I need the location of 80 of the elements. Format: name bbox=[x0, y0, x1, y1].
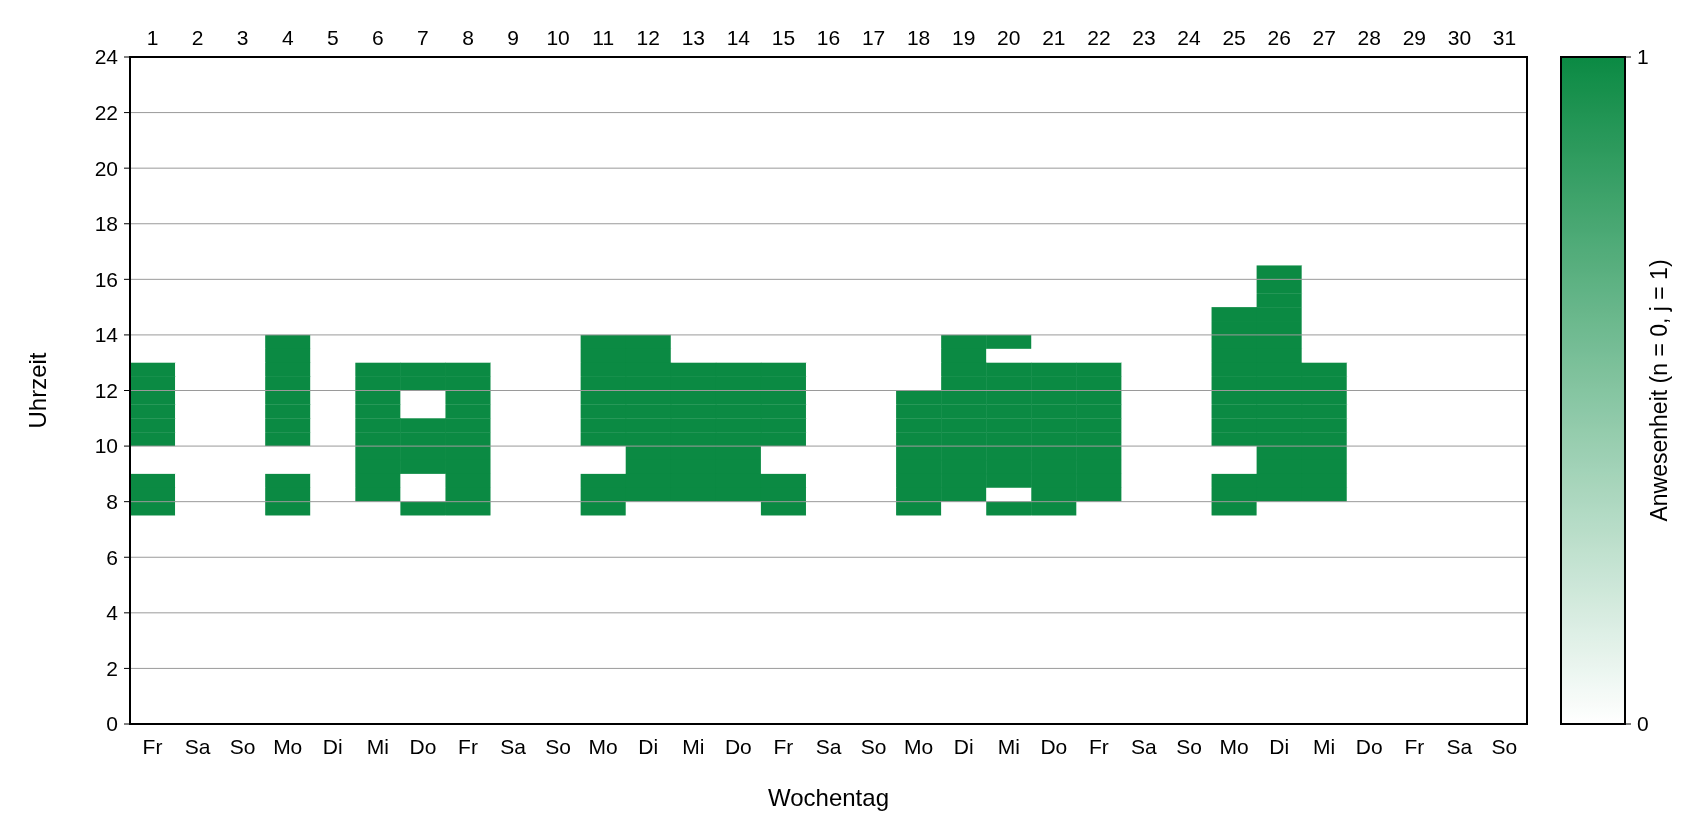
y-tick-label: 6 bbox=[106, 545, 118, 569]
x-tick-label: Fr bbox=[458, 735, 478, 758]
x2-tick-label: 20 bbox=[997, 26, 1021, 49]
x2-tick-label: 15 bbox=[771, 26, 796, 49]
x-tick-label: Mi bbox=[997, 735, 1020, 758]
x2-tick-label: 8 bbox=[462, 26, 474, 49]
x2-tick-label: 26 bbox=[1267, 26, 1291, 49]
x-tick-label: Do bbox=[724, 735, 752, 758]
x-tick-label: Do bbox=[409, 735, 437, 758]
x2-tick-label: 16 bbox=[816, 26, 841, 49]
x2-tick-label: 14 bbox=[726, 26, 751, 49]
color-bar-label: 0 bbox=[1637, 712, 1649, 736]
x-tick-label: Mo bbox=[273, 735, 303, 758]
x2-tick-label: 22 bbox=[1087, 26, 1111, 49]
y-tick-label: 4 bbox=[106, 601, 119, 625]
x-tick-label: Mi bbox=[1313, 735, 1336, 758]
x-tick-label: So bbox=[1491, 735, 1518, 758]
x-tick-label: So bbox=[860, 735, 887, 758]
y-tick-label: 14 bbox=[94, 323, 119, 347]
y-tick-label: 20 bbox=[94, 156, 118, 180]
x-tick-label: Mi bbox=[366, 735, 389, 758]
x2-tick-label: 10 bbox=[546, 26, 570, 49]
x-tick-label: Di bbox=[322, 735, 343, 758]
x-tick-label: Do bbox=[1355, 735, 1383, 758]
x2-tick-label: 23 bbox=[1132, 26, 1156, 49]
x-axis-title: Wochentag bbox=[768, 784, 889, 811]
x-tick-label: Fr bbox=[1088, 735, 1109, 758]
x2-tick-label: 31 bbox=[1492, 26, 1517, 49]
x2-tick-label: 19 bbox=[952, 26, 976, 49]
x-tick-label: Mi bbox=[682, 735, 705, 758]
y-tick-label: 2 bbox=[106, 656, 118, 680]
x2-tick-label: 17 bbox=[861, 26, 886, 49]
color-bar-title: Anwesenheit (n = 0, j = 1) bbox=[1646, 259, 1672, 522]
y-tick-label: 8 bbox=[106, 490, 118, 514]
x2-tick-label: 11 bbox=[592, 26, 615, 49]
x-tick-label: Fr bbox=[1404, 735, 1425, 758]
x2-tick-label: 2 bbox=[191, 26, 204, 49]
x-tick-label: So bbox=[545, 735, 571, 758]
x2-tick-label: 12 bbox=[636, 26, 660, 49]
x-tick-label: Do bbox=[1040, 735, 1068, 758]
x2-tick-label: 6 bbox=[372, 26, 384, 49]
x2-tick-label: 24 bbox=[1177, 26, 1202, 49]
y-tick-label: 12 bbox=[94, 378, 118, 402]
x2-tick-label: 28 bbox=[1357, 26, 1381, 49]
color-bar-label: 1 bbox=[1637, 45, 1649, 69]
y-tick-label: 16 bbox=[94, 267, 118, 291]
x-tick-label: Fr bbox=[142, 735, 163, 758]
x2-tick-label: 1 bbox=[146, 26, 159, 49]
x2-tick-label: 4 bbox=[281, 26, 294, 49]
x2-tick-label: 3 bbox=[236, 26, 249, 49]
x-tick-label: Di bbox=[1269, 735, 1290, 758]
x-tick-label: Mo bbox=[904, 735, 934, 758]
x-tick-label: Mo bbox=[588, 735, 618, 758]
x2-tick-label: 21 bbox=[1042, 26, 1066, 49]
y-tick-label: 18 bbox=[94, 212, 118, 236]
y-tick-label: 24 bbox=[94, 45, 119, 69]
x2-tick-label: 29 bbox=[1402, 26, 1427, 49]
y-tick-label: 22 bbox=[94, 100, 118, 124]
x2-tick-label: 7 bbox=[417, 26, 429, 49]
x-tick-label: Sa bbox=[500, 735, 527, 758]
x-tick-label: Di bbox=[638, 735, 659, 758]
x2-tick-label: 9 bbox=[507, 26, 519, 49]
x-tick-label: Sa bbox=[1446, 735, 1473, 758]
x2-tick-label: 5 bbox=[326, 26, 339, 49]
x-tick-label: Sa bbox=[815, 735, 842, 758]
x2-tick-label: 13 bbox=[681, 26, 705, 49]
x-tick-label: Sa bbox=[184, 735, 211, 758]
x2-tick-label: 18 bbox=[906, 26, 931, 49]
x-tick-label: So bbox=[229, 735, 256, 758]
x2-tick-label: 30 bbox=[1447, 26, 1472, 49]
x-tick-label: Sa bbox=[1131, 735, 1158, 758]
y-tick-label: 0 bbox=[106, 712, 118, 736]
x-tick-label: Fr bbox=[773, 735, 794, 758]
x-tick-label: Di bbox=[953, 735, 974, 758]
x-tick-label: Mo bbox=[1219, 735, 1249, 758]
y-tick-label: 10 bbox=[94, 434, 118, 458]
y-axis-title: Uhrzeit bbox=[24, 352, 51, 429]
x2-tick-label: 27 bbox=[1312, 26, 1336, 49]
x2-tick-label: 25 bbox=[1222, 26, 1246, 49]
x-tick-label: So bbox=[1176, 735, 1202, 758]
